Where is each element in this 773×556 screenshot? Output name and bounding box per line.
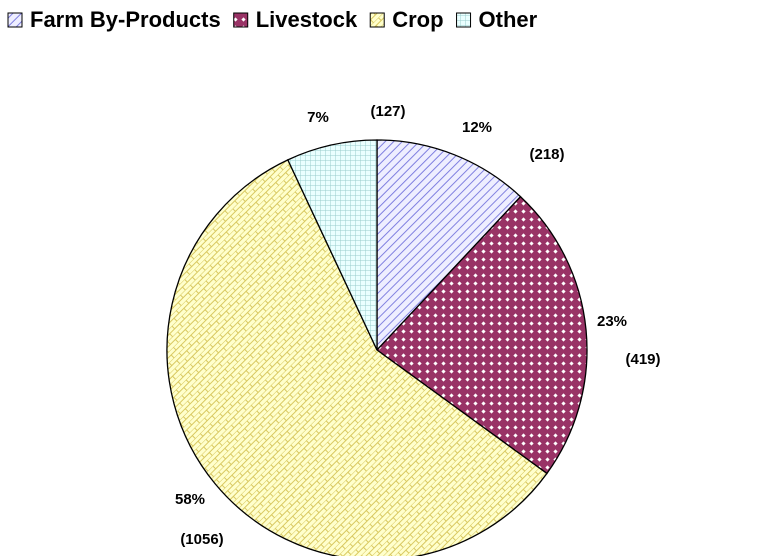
pie-slice	[286, 139, 378, 351]
legend-swatch	[7, 12, 23, 28]
percent-label: 7%	[307, 109, 329, 126]
legend-swatch	[456, 12, 472, 28]
count-label: (127)	[370, 103, 405, 120]
percent-label: 58%	[175, 491, 205, 508]
count-label: (218)	[529, 146, 564, 163]
pie-slice	[376, 139, 522, 352]
pie-slice	[166, 158, 548, 556]
legend-label: Farm By-Products	[30, 7, 221, 32]
percent-label: 23%	[597, 313, 627, 330]
legend-swatch	[369, 12, 385, 28]
legend-label: Livestock	[256, 7, 358, 32]
legend-label: Crop	[392, 7, 443, 32]
legend-label: Other	[479, 7, 538, 32]
legend-swatch	[233, 12, 249, 28]
pie-slice	[376, 195, 588, 475]
count-label: (419)	[625, 351, 660, 368]
percent-label: 12%	[462, 119, 492, 136]
count-label: (1056)	[180, 531, 223, 548]
